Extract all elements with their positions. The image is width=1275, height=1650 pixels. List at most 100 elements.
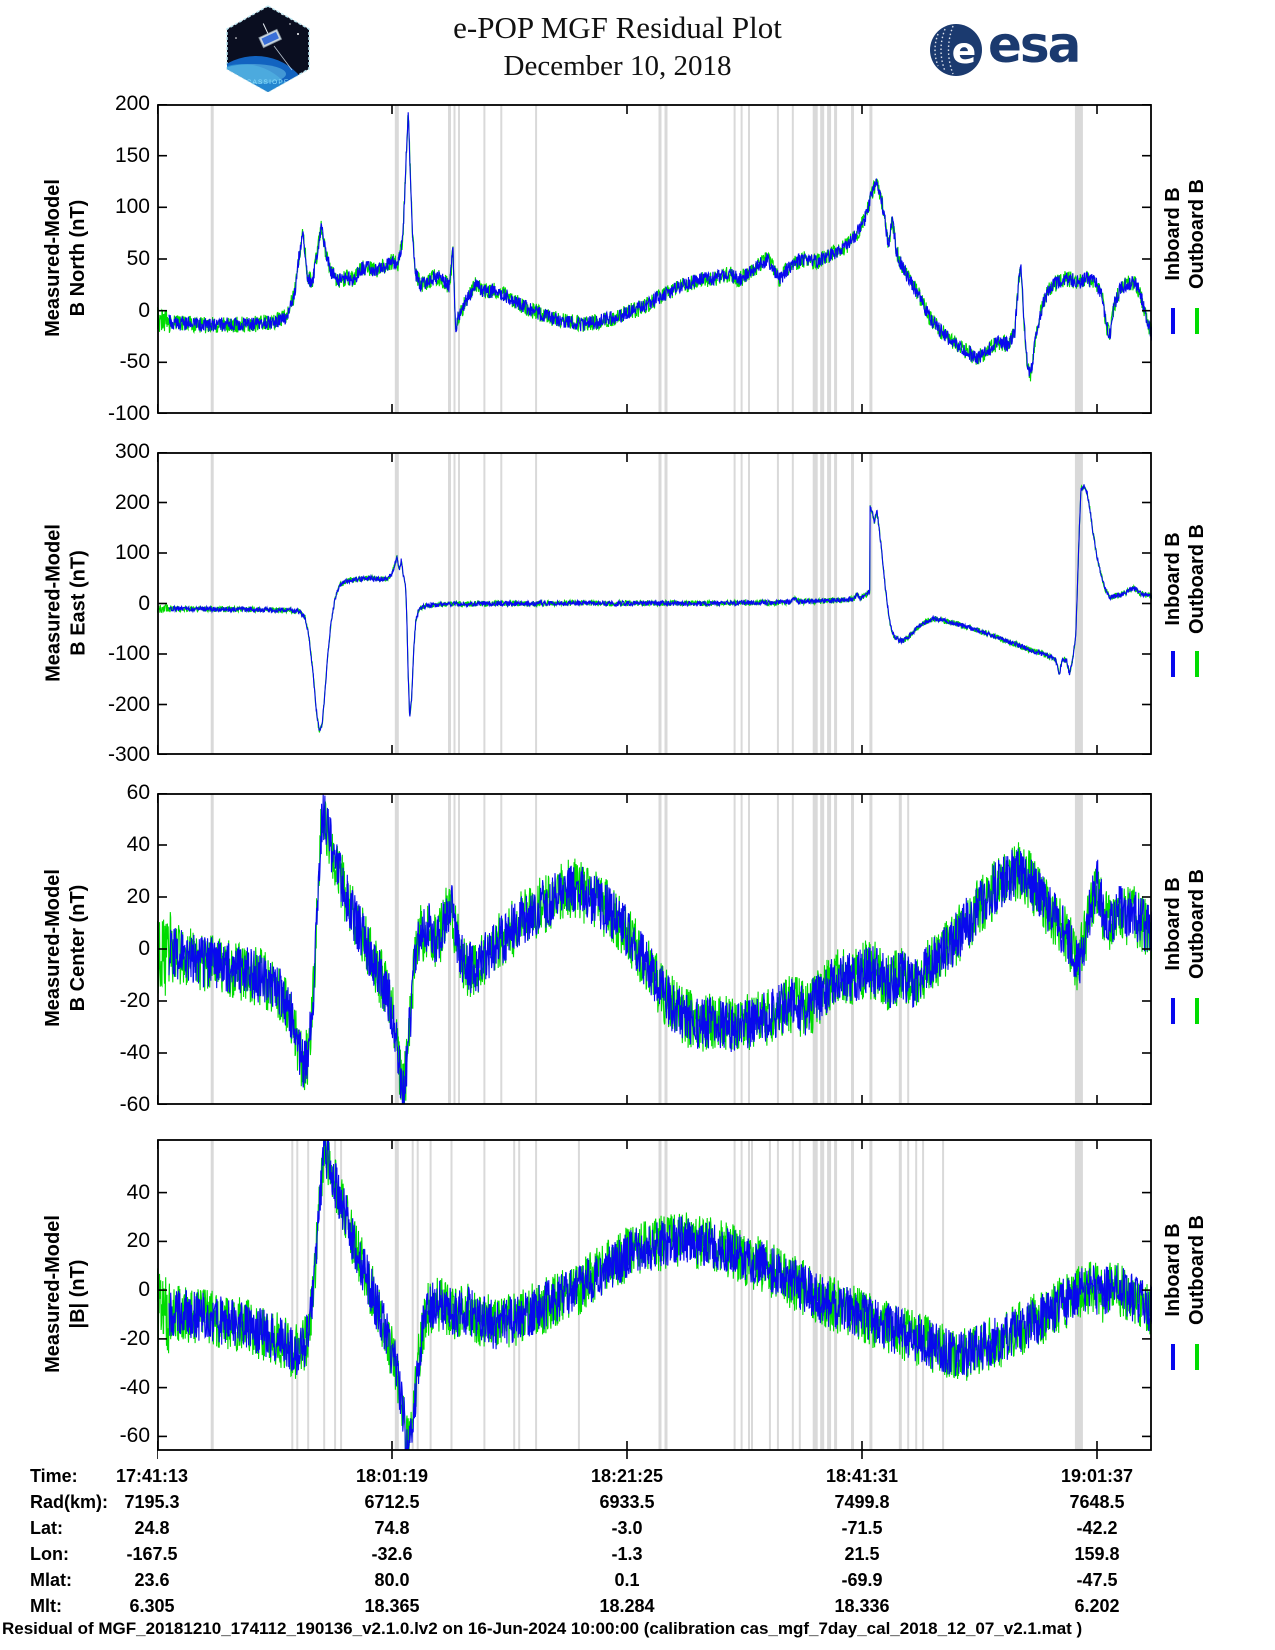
table-cell: -167.5 (126, 1544, 178, 1564)
table-cell: -47.5 (1076, 1570, 1118, 1590)
table-cell: 6933.5 (599, 1492, 655, 1512)
y-tick-label: 0 (138, 298, 150, 322)
legend-inboard-label: Inboard B (1161, 877, 1184, 971)
row-label-mlat: Mlat: (30, 1570, 72, 1590)
legend-outboard-label: Outboard B (1185, 524, 1208, 635)
inboard-b-trace (168, 1139, 1152, 1451)
table-cell: 7648.5 (1069, 1492, 1125, 1512)
table-cell: -69.9 (841, 1570, 883, 1590)
legend-outboard-label: Outboard B (1185, 1215, 1208, 1326)
outboard-b-trace (157, 115, 1152, 382)
page-date: December 10, 2018 (503, 50, 732, 82)
table-cell: 23.6 (134, 1570, 170, 1590)
y-tick-label: 100 (114, 195, 150, 219)
y-axis-label-line1: Measured-Model (42, 179, 64, 337)
esa-wordmark: esa (988, 16, 1081, 74)
y-tick-label: -50 (119, 350, 150, 374)
legend-inboard-marker (1171, 651, 1175, 678)
patch-satellite (258, 23, 283, 49)
y-axis-label: Measured-Model |B| (nT) (41, 1138, 91, 1450)
legend-inboard-marker (1171, 1344, 1175, 1371)
y-tick-label: 50 (126, 247, 150, 270)
row-label-mlt: Mlt: (30, 1596, 62, 1616)
y-tick-label: -20 (119, 1326, 150, 1350)
table-cell: 18:41:31 (825, 1466, 899, 1486)
y-axis-label-line2: B North (nT) (67, 199, 89, 317)
y-tick-label: 20 (126, 885, 150, 908)
table-cell: 6.305 (129, 1596, 175, 1616)
table-cell: -71.5 (841, 1518, 883, 1538)
y-tick-label: -20 (119, 989, 150, 1012)
y-tick-label: -60 (119, 1424, 150, 1448)
patch-label: CASSIOPE (247, 79, 290, 86)
y-axis-label: Measured-Model B North (nT) (41, 103, 91, 413)
mission-patch: CASSIOPE (226, 5, 310, 93)
y-tick-label: 300 (114, 440, 150, 463)
table-cell: 159.8 (1074, 1544, 1120, 1564)
row-label-radkm: Rad(km): (30, 1492, 109, 1512)
table-cell: 24.8 (134, 1518, 170, 1538)
y-tick-label: 0 (138, 937, 150, 960)
table-cell: 74.8 (374, 1518, 410, 1538)
legend-outboard-label: Outboard B (1185, 869, 1208, 980)
panel-3-plot (157, 793, 1152, 1105)
outboard-b-trace (157, 484, 1152, 733)
table-cell: 18.284 (599, 1596, 655, 1616)
row-label-lat: Lat: (30, 1518, 63, 1538)
y-axis-label: Measured-Model B East (nT) (41, 451, 91, 754)
legend-outboard-marker (1195, 1344, 1199, 1371)
outboard-b-trace (157, 1139, 1152, 1451)
legend-outboard-marker (1195, 308, 1199, 334)
legend-inboard-label: Inboard B (1161, 187, 1184, 281)
y-tick-label: -200 (107, 692, 150, 716)
panel-1-plot (157, 104, 1152, 414)
table-cell: 18:21:25 (590, 1466, 664, 1486)
table-cell: -42.2 (1076, 1518, 1118, 1538)
y-tick-label: 40 (126, 833, 150, 856)
legend-outboard-marker (1195, 998, 1199, 1025)
esa-symbol-e: e (952, 31, 976, 72)
y-tick-label: 100 (114, 541, 150, 564)
table-cell: 18:01:19 (355, 1466, 429, 1486)
y-tick-label: 20 (126, 1229, 150, 1253)
y-tick-label: -300 (107, 743, 150, 766)
table-cell: 19:01:37 (1060, 1466, 1134, 1486)
y-tick-label: 0 (138, 591, 150, 615)
table-cell: 18.336 (834, 1596, 890, 1616)
legend-inboard-label: Inboard B (1161, 532, 1184, 626)
y-tick-label: 40 (126, 1180, 150, 1204)
y-tick-label: -100 (107, 642, 150, 665)
row-label-time: Time: (30, 1466, 78, 1486)
legend-outboard-label: Outboard B (1185, 179, 1208, 290)
y-axis-label-line1: Measured-Model (42, 869, 64, 1027)
inboard-b-trace (168, 484, 1152, 732)
y-tick-label: 200 (114, 490, 150, 514)
y-tick-label: -60 (119, 1093, 150, 1116)
table-cell: -1.3 (611, 1544, 643, 1564)
page-title: e-POP MGF Residual Plot (453, 10, 782, 45)
inboard-b-trace (168, 793, 1152, 1105)
row-label-lon: Lon: (30, 1544, 69, 1564)
y-axis-label: Measured-Model B Center (nT) (41, 792, 91, 1104)
legend-inboard-marker (1171, 308, 1175, 334)
panel-2-plot (157, 452, 1152, 755)
table-cell: 6712.5 (364, 1492, 420, 1512)
y-tick-label: 150 (114, 143, 150, 167)
y-tick-label: -40 (119, 1041, 150, 1064)
table-cell: -3.0 (611, 1518, 643, 1538)
table-cell: 6.202 (1074, 1596, 1120, 1616)
table-cell: 80.0 (374, 1570, 410, 1590)
legend-inboard-label: Inboard B (1161, 1223, 1184, 1317)
table-cell: 21.5 (844, 1544, 880, 1564)
table-cell: 7499.8 (834, 1492, 890, 1512)
y-axis-label-line2: B Center (nT) (67, 884, 89, 1012)
table-cell: 17:41:13 (115, 1466, 189, 1486)
panel-4-plot (157, 1139, 1152, 1459)
legend-outboard-marker (1195, 651, 1199, 678)
inboard-b-trace (168, 112, 1152, 377)
y-axis-label-line2: B East (nT) (67, 549, 89, 656)
y-tick-label: 0 (138, 1278, 150, 1302)
esa-symbol-icon: e (930, 24, 982, 76)
y-axis-label-line1: Measured-Model (42, 523, 64, 682)
